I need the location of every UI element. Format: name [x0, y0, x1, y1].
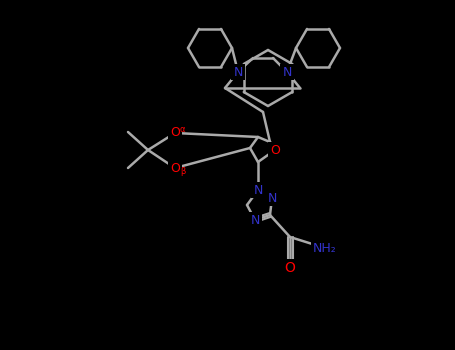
- Text: N: N: [268, 191, 277, 204]
- Text: N: N: [253, 183, 263, 196]
- Text: NH₂: NH₂: [313, 241, 337, 254]
- Text: N: N: [282, 65, 292, 78]
- Text: N: N: [250, 214, 260, 226]
- Text: β: β: [180, 167, 185, 175]
- Text: O: O: [170, 126, 180, 140]
- Text: N: N: [233, 65, 243, 78]
- Text: O: O: [270, 144, 280, 156]
- Text: O: O: [170, 161, 180, 175]
- Text: O: O: [284, 261, 295, 275]
- Text: α: α: [180, 126, 186, 134]
